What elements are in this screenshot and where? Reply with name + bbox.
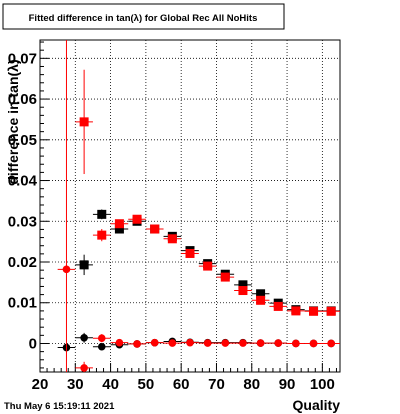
data-point-square — [167, 234, 177, 244]
footer-timestamp: Thu May 6 15:19:11 2021 — [4, 401, 115, 412]
data-point-circle — [221, 339, 230, 347]
x-tick-label: 20 — [32, 376, 49, 393]
data-point-circle — [168, 339, 177, 347]
series-square-red — [75, 69, 340, 316]
data-point-circle — [274, 339, 283, 347]
data-point-circle — [133, 340, 141, 348]
data-point-circle — [239, 339, 247, 347]
series-circle-red — [57, 40, 340, 372]
data-point-circle — [80, 333, 88, 342]
grid — [39, 40, 340, 372]
data-point-circle — [292, 339, 300, 348]
data-point-square — [309, 306, 319, 316]
y-tick-label: 0.01 — [8, 295, 37, 312]
axis-ticks — [39, 41, 337, 372]
x-tick-label: 70 — [208, 376, 225, 393]
y-tick-label: 0.04 — [8, 173, 38, 190]
chart-title-box: Fitted difference in tan(λ) for Global R… — [2, 3, 285, 30]
data-point-circle — [97, 334, 106, 342]
data-point-circle — [115, 338, 124, 347]
data-point-circle — [97, 342, 106, 351]
data-point-circle — [327, 339, 335, 348]
x-tick-label: 100 — [310, 376, 335, 393]
data-point-square — [273, 301, 283, 311]
data-point-square — [132, 214, 142, 224]
data-point-circle — [150, 338, 159, 347]
y-tick-label: 0.07 — [8, 50, 37, 67]
title-frame — [2, 3, 285, 30]
data-series — [57, 40, 340, 372]
y-tick-labels: 0 0.01 0.02 0.03 0.04 0.05 0.06 0.07 — [8, 50, 38, 352]
x-tick-label: 90 — [279, 376, 296, 393]
y-tick-label: 0.06 — [8, 91, 37, 108]
data-point-square — [256, 289, 266, 299]
data-point-square — [114, 224, 124, 234]
data-point-square — [79, 117, 89, 127]
data-point-circle — [203, 339, 212, 347]
y-axis-title: difference in tan(λ) — [5, 59, 21, 184]
data-point-square — [150, 224, 160, 234]
data-point-circle — [256, 339, 265, 347]
data-point-square — [238, 286, 248, 296]
y-tick-label: 0.03 — [8, 213, 37, 230]
x-axis-title: Quality — [293, 397, 341, 413]
data-point-square — [326, 306, 336, 316]
data-point-square — [256, 295, 266, 305]
chart-title: Fitted difference in tan(λ) for Global R… — [29, 13, 258, 24]
data-point-square — [79, 260, 89, 270]
data-point-square — [97, 230, 107, 240]
x-tick-label: 30 — [67, 376, 84, 393]
y-tick-label: 0.02 — [8, 254, 37, 271]
x-tick-label: 50 — [138, 376, 155, 393]
data-point-square — [291, 306, 301, 316]
data-point-circle — [62, 265, 71, 274]
data-point-circle — [80, 364, 88, 372]
x-tick-label: 60 — [173, 376, 190, 393]
y-tick-label: 0 — [29, 335, 37, 352]
x-tick-labels: 20 30 40 50 60 70 80 90 100 — [32, 376, 335, 393]
data-point-circle — [309, 339, 318, 348]
data-point-square — [220, 272, 230, 282]
x-tick-label: 40 — [102, 376, 119, 393]
plot-frame — [39, 39, 341, 373]
data-point-square — [97, 209, 107, 219]
data-point-square — [203, 261, 213, 271]
data-point-square — [238, 280, 248, 290]
data-point-square — [185, 248, 195, 258]
y-tick-label: 0.05 — [8, 132, 37, 149]
data-point-circle — [186, 338, 194, 347]
data-point-square — [114, 219, 124, 229]
x-tick-label: 80 — [243, 376, 260, 393]
